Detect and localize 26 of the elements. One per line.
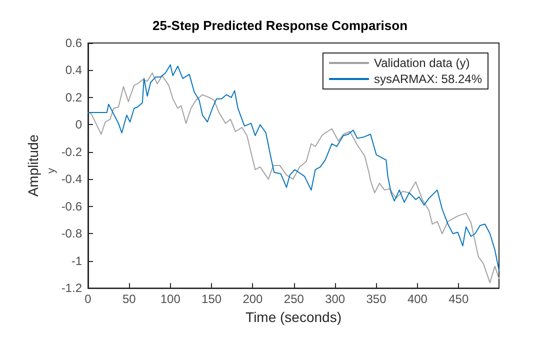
x-tick-label: 350 (366, 292, 387, 306)
y-tick-label: -1 (71, 254, 82, 268)
x-tick-label: 150 (202, 292, 222, 306)
y-tick-label: 0 (75, 118, 82, 132)
text: y (46, 168, 58, 174)
x-tick-label: 400 (407, 292, 428, 306)
y-tick-label: -0.8 (61, 226, 82, 241)
y-tick-label: -0.6 (61, 199, 82, 214)
x-tick-label: 100 (160, 292, 181, 306)
y-tick-label: -0.4 (61, 172, 82, 186)
x-tick-label: 50 (122, 292, 136, 306)
chart-title: 25-Step Predicted Response Comparison (152, 18, 408, 33)
y-tick-label: -1.2 (61, 281, 82, 296)
x-axis-title: Time (seconds) (246, 309, 342, 325)
x-tick-label: 0 (84, 292, 92, 306)
y-axis-title: Amplitude (25, 134, 41, 197)
legend-label: sysARMAX: 58.24% (374, 72, 482, 86)
y-tick-label: 0.6 (65, 36, 82, 50)
y-tick-label: -0.2 (61, 144, 82, 159)
x-tick-label: 450 (448, 292, 469, 306)
y-tick-label: 0.2 (65, 90, 82, 104)
legend-label: Validation data (y) (374, 56, 470, 70)
x-tick-label: 250 (284, 292, 304, 306)
x-tick-label: 300 (325, 292, 346, 306)
y-tick-label: 0.4 (65, 63, 82, 78)
x-tick-label: 200 (242, 292, 264, 306)
